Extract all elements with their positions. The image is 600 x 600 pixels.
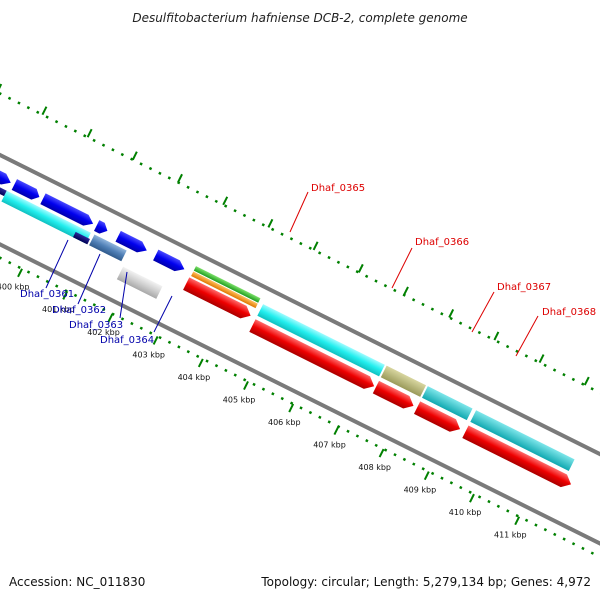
leader-line — [153, 295, 173, 333]
outer-tick — [131, 151, 138, 161]
kbp-tick-label: 403 kbp — [132, 350, 165, 359]
leader-line — [77, 253, 101, 305]
kbp-tick — [243, 381, 249, 390]
kbp-tick-label: 408 kbp — [358, 463, 391, 472]
kbp-tick — [197, 358, 204, 368]
gene-label-dhaf-0362[interactable]: Dhaf_0362 — [52, 305, 106, 316]
kbp-tick-label: 407 kbp — [313, 440, 346, 449]
genome-summary-text: Topology: circular; Length: 5,279,134 bp… — [260, 575, 591, 589]
gene-feature-teal[interactable] — [470, 410, 575, 471]
outer-tick — [86, 128, 93, 138]
backbone-upper — [0, 126, 600, 479]
outer-tick — [177, 173, 183, 183]
kbp-tick — [288, 403, 295, 413]
gene-label-dhaf-0363[interactable]: Dhaf_0363 — [69, 320, 123, 331]
kbp-tick-label: 402 kbp — [87, 328, 120, 337]
kbp-tick — [107, 313, 114, 323]
gene-feature-cyan[interactable] — [1, 190, 91, 244]
outer-tick — [493, 331, 500, 341]
gene-feature-olive[interactable] — [380, 365, 427, 397]
outer-tick — [312, 241, 319, 251]
gene-feature-steelblue[interactable] — [89, 234, 127, 262]
inner-dotted-guide — [0, 209, 600, 560]
gene-feature-blue[interactable] — [153, 249, 187, 275]
kbp-tick — [514, 516, 521, 526]
accession-text: Accession: NC_011830 — [9, 575, 145, 589]
kbp-tick — [152, 335, 159, 345]
gene-feature-red[interactable] — [372, 380, 417, 412]
gene-feature-red[interactable] — [249, 319, 377, 392]
gene-feature-red[interactable] — [413, 401, 463, 435]
gene-feature-green[interactable] — [193, 266, 261, 303]
kbp-tick — [62, 290, 69, 300]
gene-label-dhaf-0367[interactable]: Dhaf_0367 — [497, 282, 551, 293]
kbp-tick-label: 405 kbp — [223, 395, 256, 404]
gene-feature-blue[interactable] — [40, 193, 95, 229]
outer-tick — [403, 286, 409, 296]
gene-feature-teal[interactable] — [421, 386, 473, 421]
leader-line — [45, 239, 69, 289]
leader-line — [119, 271, 128, 319]
kbp-tick — [333, 426, 340, 436]
kbp-tick — [469, 493, 475, 503]
leader-line — [391, 247, 413, 289]
outer-tick — [448, 308, 455, 318]
gene-feature-navy[interactable] — [0, 179, 7, 197]
gene-feature-blue[interactable] — [115, 230, 149, 256]
backbone-lower — [0, 198, 600, 550]
outer-ticks — [0, 83, 590, 386]
gene-feature-red[interactable] — [462, 425, 574, 490]
gene-feature-navy[interactable] — [72, 231, 90, 245]
gene-label-leaders — [45, 191, 539, 357]
gene-feature-blue[interactable] — [11, 179, 42, 202]
map-track — [0, 77, 600, 560]
outer-tick — [267, 218, 274, 228]
gene-label-dhaf-0365[interactable]: Dhaf_0365 — [311, 183, 365, 194]
kbp-tick-label: 411 kbp — [494, 531, 527, 540]
gene-label-dhaf-0368[interactable]: Dhaf_0368 — [542, 307, 596, 318]
gene-feature-blue[interactable] — [94, 220, 110, 236]
outer-tick — [357, 263, 364, 273]
gene-label-dhaf-0364[interactable]: Dhaf_0364 — [100, 335, 154, 346]
leader-line — [471, 291, 495, 333]
outer-dotted-guide — [0, 77, 600, 429]
outer-tick — [41, 106, 48, 116]
gene-labels: Dhaf_0365 Dhaf_0366 Dhaf_0367 Dhaf_0368 … — [20, 183, 596, 346]
gene-label-dhaf-0361[interactable]: Dhaf_0361 — [20, 289, 74, 300]
gene-feature-silver[interactable] — [116, 266, 163, 299]
outer-tick — [583, 376, 590, 386]
outer-tick — [0, 83, 3, 93]
leader-line — [289, 191, 309, 233]
gene-feature-red[interactable] — [183, 277, 254, 322]
kbp-tick-label: 406 kbp — [268, 418, 301, 427]
kbp-tick-label: 401 kbp — [42, 305, 75, 314]
right-gene-cluster — [183, 266, 575, 490]
outer-tick — [538, 354, 545, 364]
kbp-tick-label: 409 kbp — [404, 486, 437, 495]
left-gene-cluster — [0, 149, 187, 299]
gene-label-dhaf-0366[interactable]: Dhaf_0366 — [415, 237, 469, 248]
leader-line — [515, 315, 539, 357]
kbp-tick-label: 400 kbp — [0, 283, 29, 292]
gene-feature-cyan[interactable] — [257, 304, 385, 377]
gene-feature-orange[interactable] — [191, 271, 258, 309]
outer-tick — [222, 196, 229, 206]
map-title: Desulfitobacterium hafniense DCB-2, comp… — [132, 11, 467, 25]
kbp-tick — [378, 448, 385, 458]
kbp-tick — [17, 268, 23, 278]
kbp-tick-label: 410 kbp — [449, 508, 482, 517]
kbp-tick-label: 404 kbp — [178, 373, 211, 382]
inner-ticks — [17, 268, 521, 526]
kbp-tick — [423, 471, 430, 481]
